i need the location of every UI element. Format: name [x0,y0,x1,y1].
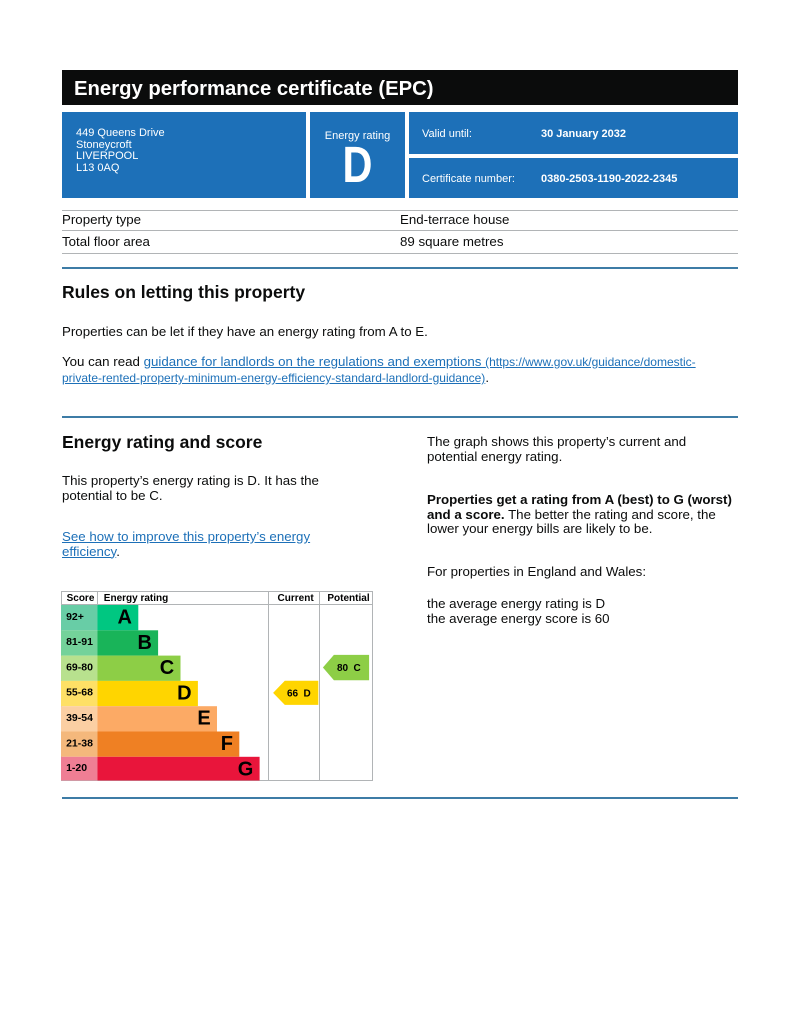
svg-text:Current: Current [278,593,315,604]
svg-text:D: D [177,682,191,704]
svg-text:81-91: 81-91 [66,636,93,648]
svg-text:B: B [138,632,152,654]
svg-text:D: D [304,689,311,700]
svg-text:69-80: 69-80 [66,661,93,673]
svg-text:C: C [160,657,174,679]
svg-text:Score: Score [67,593,95,604]
svg-text:F: F [221,733,233,755]
svg-text:39-54: 39-54 [66,712,93,724]
svg-text:A: A [118,607,132,629]
svg-text:E: E [197,708,210,730]
svg-text:21-38: 21-38 [66,737,93,749]
svg-text:1-20: 1-20 [66,762,87,774]
svg-text:92+: 92+ [66,611,84,623]
svg-text:Potential: Potential [327,593,369,604]
svg-text:Energy rating: Energy rating [104,593,168,604]
svg-text:C: C [354,663,361,674]
svg-text:66: 66 [287,689,299,700]
svg-text:G: G [238,758,254,780]
svg-text:55-68: 55-68 [66,687,93,699]
svg-text:80: 80 [337,663,349,674]
